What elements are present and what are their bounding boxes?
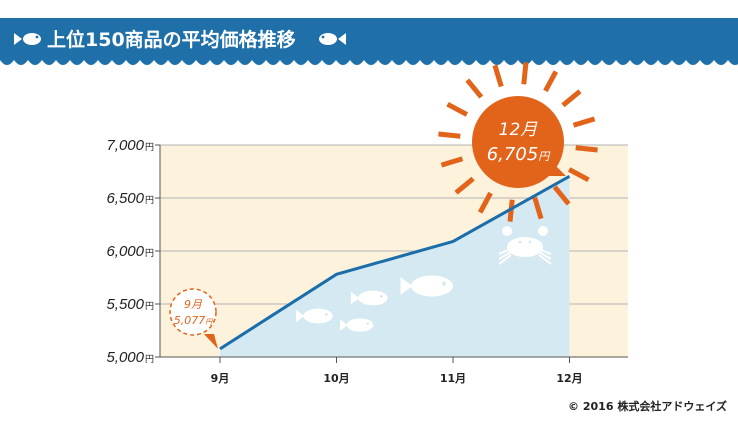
sea-creatures (295, 226, 552, 332)
y-tick-label: 7,000 (106, 137, 144, 154)
fish-icon (295, 308, 333, 324)
callout-start: 9月 5,077円 (169, 288, 218, 349)
callout-end-value: 6,705円 (487, 144, 552, 165)
y-tick-label: 5,500 (106, 296, 144, 313)
x-tick-label: 11月 (440, 372, 466, 385)
x-tick-label: 12月 (556, 372, 582, 385)
y-tick-unit: 円 (145, 248, 154, 259)
fish-icon (350, 290, 388, 306)
y-tick-unit: 円 (145, 142, 154, 153)
x-axis-ticks: 9月 10月 11月 12月 (211, 357, 583, 385)
callout-end-month: 12月 (499, 120, 539, 140)
fish-icon (340, 318, 374, 332)
x-tick-label: 9月 (211, 372, 230, 385)
y-tick-unit: 円 (145, 354, 154, 365)
y-tick-unit: 円 (145, 301, 154, 312)
y-tick-label: 6,500 (106, 190, 144, 207)
x-tick-label: 10月 (323, 372, 349, 385)
crab-icon (498, 226, 552, 265)
header-banner (0, 18, 738, 60)
header-wave-edge (0, 56, 738, 65)
callout-start-month: 9月 (184, 298, 203, 311)
page-title: 上位150商品の平均価格推移 (47, 28, 296, 51)
y-axis-ticks: 5,000 円5,500 円6,000 円6,500 円7,000 円 (106, 137, 160, 366)
fish-icon (400, 275, 453, 297)
series-line (219, 174, 571, 351)
y-tick-label: 5,000 (106, 349, 144, 366)
callout-start-value: 5,077円 (174, 314, 214, 327)
y-tick-unit: 円 (145, 195, 154, 206)
copyright: © 2016 株式会社アドウェイズ (568, 399, 727, 413)
callout-end: 12月 6,705円 (472, 96, 566, 188)
fish-icon-left (14, 33, 41, 45)
y-tick-label: 6,000 (106, 243, 144, 260)
fish-icon-right (319, 33, 346, 45)
